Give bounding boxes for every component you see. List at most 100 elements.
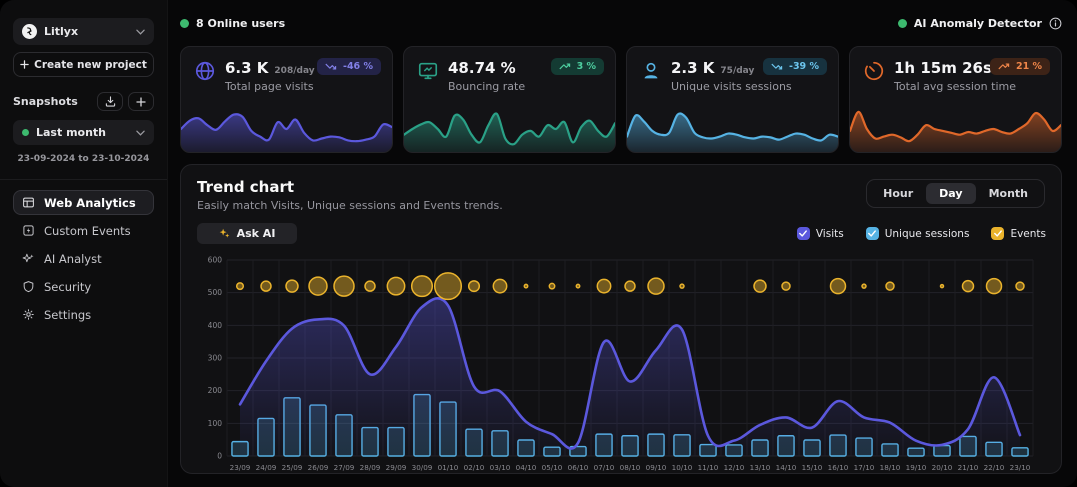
stat-cards-row: 6.3 K 208/day Total page visits -46 % bbox=[180, 46, 1062, 153]
sparkles-icon bbox=[22, 252, 35, 265]
card-total-page-visits: 6.3 K 208/day Total page visits -46 % bbox=[180, 46, 393, 153]
stat-label: Total page visits bbox=[225, 80, 315, 93]
chart-legend: Visits Unique sessions Events bbox=[797, 227, 1046, 240]
trending-up-icon bbox=[998, 62, 1011, 71]
svg-text:24/09: 24/09 bbox=[256, 463, 277, 472]
svg-text:23/10: 23/10 bbox=[1010, 463, 1031, 472]
sidebar-item-label: Custom Events bbox=[44, 224, 131, 238]
main-content: 8 Online users AI Anomaly Detector 6.3 K… bbox=[168, 0, 1077, 487]
svg-text:0: 0 bbox=[217, 452, 222, 461]
create-new-project-button[interactable]: Create new project bbox=[13, 52, 154, 77]
lightning-square-icon bbox=[22, 224, 35, 237]
sidebar-item-custom-events[interactable]: Custom Events bbox=[13, 218, 154, 243]
svg-text:02/10: 02/10 bbox=[464, 463, 485, 472]
visits-checkbox[interactable] bbox=[797, 227, 810, 240]
trend-badge: 21 % bbox=[990, 58, 1050, 75]
svg-text:30/09: 30/09 bbox=[412, 463, 433, 472]
project-name: Litlyx bbox=[44, 25, 78, 38]
create-new-project-label: Create new project bbox=[34, 59, 147, 71]
stat-value: 6.3 K bbox=[225, 59, 268, 77]
sidebar-item-settings[interactable]: Settings bbox=[13, 302, 154, 327]
info-icon[interactable] bbox=[1049, 17, 1062, 30]
svg-text:400: 400 bbox=[208, 321, 223, 330]
sidebar-item-label: Settings bbox=[44, 308, 91, 322]
svg-text:06/10: 06/10 bbox=[568, 463, 589, 472]
shield-icon bbox=[22, 280, 35, 293]
sparkline-chart bbox=[404, 104, 615, 152]
anomaly-status-dot bbox=[898, 19, 907, 28]
svg-text:17/10: 17/10 bbox=[854, 463, 875, 472]
sparkline-chart bbox=[850, 104, 1061, 152]
events-checkbox[interactable] bbox=[991, 227, 1004, 240]
svg-text:01/10: 01/10 bbox=[438, 463, 459, 472]
timer-icon bbox=[863, 60, 885, 82]
trending-up-icon bbox=[559, 62, 572, 71]
download-snapshot-button[interactable] bbox=[97, 92, 123, 111]
online-status-dot bbox=[180, 19, 189, 28]
svg-text:04/10: 04/10 bbox=[516, 463, 537, 472]
svg-text:05/10: 05/10 bbox=[542, 463, 563, 472]
snapshot-status-dot bbox=[22, 129, 29, 136]
sidebar: Litlyx Create new project Snapshots Last bbox=[0, 0, 168, 487]
legend-visits[interactable]: Visits bbox=[797, 227, 844, 240]
svg-text:13/10: 13/10 bbox=[750, 463, 771, 472]
svg-text:200: 200 bbox=[208, 386, 223, 395]
trend-chart-panel: Trend chart Easily match Visits, Unique … bbox=[180, 164, 1062, 474]
sparkline-chart bbox=[627, 104, 838, 152]
online-users-label: 8 Online users bbox=[196, 17, 285, 30]
ai-sparkle-icon bbox=[219, 228, 230, 239]
download-icon bbox=[105, 96, 116, 107]
svg-text:19/10: 19/10 bbox=[906, 463, 927, 472]
project-selector[interactable]: Litlyx bbox=[13, 18, 154, 45]
svg-text:07/10: 07/10 bbox=[594, 463, 615, 472]
gear-icon bbox=[22, 308, 35, 321]
legend-unique-sessions[interactable]: Unique sessions bbox=[866, 227, 970, 240]
stat-label: Unique visits sessions bbox=[671, 80, 792, 93]
stat-per-day: 75/day bbox=[720, 66, 754, 76]
sidebar-item-web-analytics[interactable]: Web Analytics bbox=[13, 190, 154, 215]
chevron-down-icon bbox=[136, 126, 145, 139]
toggle-day[interactable]: Day bbox=[926, 183, 975, 204]
stat-value: 2.3 K bbox=[671, 59, 714, 77]
svg-text:18/10: 18/10 bbox=[880, 463, 901, 472]
chevron-down-icon bbox=[136, 25, 145, 38]
sidebar-item-label: Web Analytics bbox=[44, 196, 136, 210]
snapshot-select[interactable]: Last month bbox=[13, 120, 154, 145]
snapshot-selected-value: Last month bbox=[36, 126, 106, 139]
svg-text:16/10: 16/10 bbox=[828, 463, 849, 472]
trend-badge: -46 % bbox=[317, 58, 381, 75]
sidebar-item-label: AI Analyst bbox=[44, 252, 102, 266]
trend-combo-chart[interactable]: 010020030040050060023/0924/0925/0926/092… bbox=[197, 252, 1043, 476]
stat-per-day: 208/day bbox=[274, 66, 314, 76]
globe-icon bbox=[194, 60, 216, 82]
trending-down-icon bbox=[325, 62, 338, 71]
sidebar-item-security[interactable]: Security bbox=[13, 274, 154, 299]
sidebar-item-ai-analyst[interactable]: AI Analyst bbox=[13, 246, 154, 271]
card-bouncing-rate: 48.74 % Bouncing rate 3 % bbox=[403, 46, 616, 153]
snapshot-date-range: 23-09-2024 to 23-10-2024 bbox=[13, 154, 154, 164]
person-icon bbox=[640, 60, 662, 82]
svg-text:15/10: 15/10 bbox=[802, 463, 823, 472]
ask-ai-button[interactable]: Ask AI bbox=[197, 223, 297, 244]
trend-badge: 3 % bbox=[551, 58, 604, 75]
card-unique-visits-sessions: 2.3 K 75/day Unique visits sessions -39 … bbox=[626, 46, 839, 153]
plus-icon bbox=[20, 60, 29, 69]
toggle-hour[interactable]: Hour bbox=[870, 183, 926, 204]
sidebar-item-label: Security bbox=[44, 280, 91, 294]
browser-window-icon bbox=[22, 196, 35, 209]
svg-text:03/10: 03/10 bbox=[490, 463, 511, 472]
monitor-arrow-icon bbox=[417, 60, 439, 82]
svg-text:500: 500 bbox=[208, 288, 223, 297]
toggle-month[interactable]: Month bbox=[976, 183, 1041, 204]
svg-text:300: 300 bbox=[208, 354, 223, 363]
ask-ai-label: Ask AI bbox=[237, 227, 276, 240]
add-snapshot-button[interactable] bbox=[128, 92, 154, 111]
unique-sessions-checkbox[interactable] bbox=[866, 227, 879, 240]
sidebar-divider bbox=[0, 179, 167, 180]
svg-text:14/10: 14/10 bbox=[776, 463, 797, 472]
svg-text:29/09: 29/09 bbox=[386, 463, 407, 472]
legend-events[interactable]: Events bbox=[991, 227, 1046, 240]
trend-badge: -39 % bbox=[763, 58, 827, 75]
svg-text:12/10: 12/10 bbox=[724, 463, 745, 472]
stat-label: Total avg session time bbox=[894, 80, 1016, 93]
